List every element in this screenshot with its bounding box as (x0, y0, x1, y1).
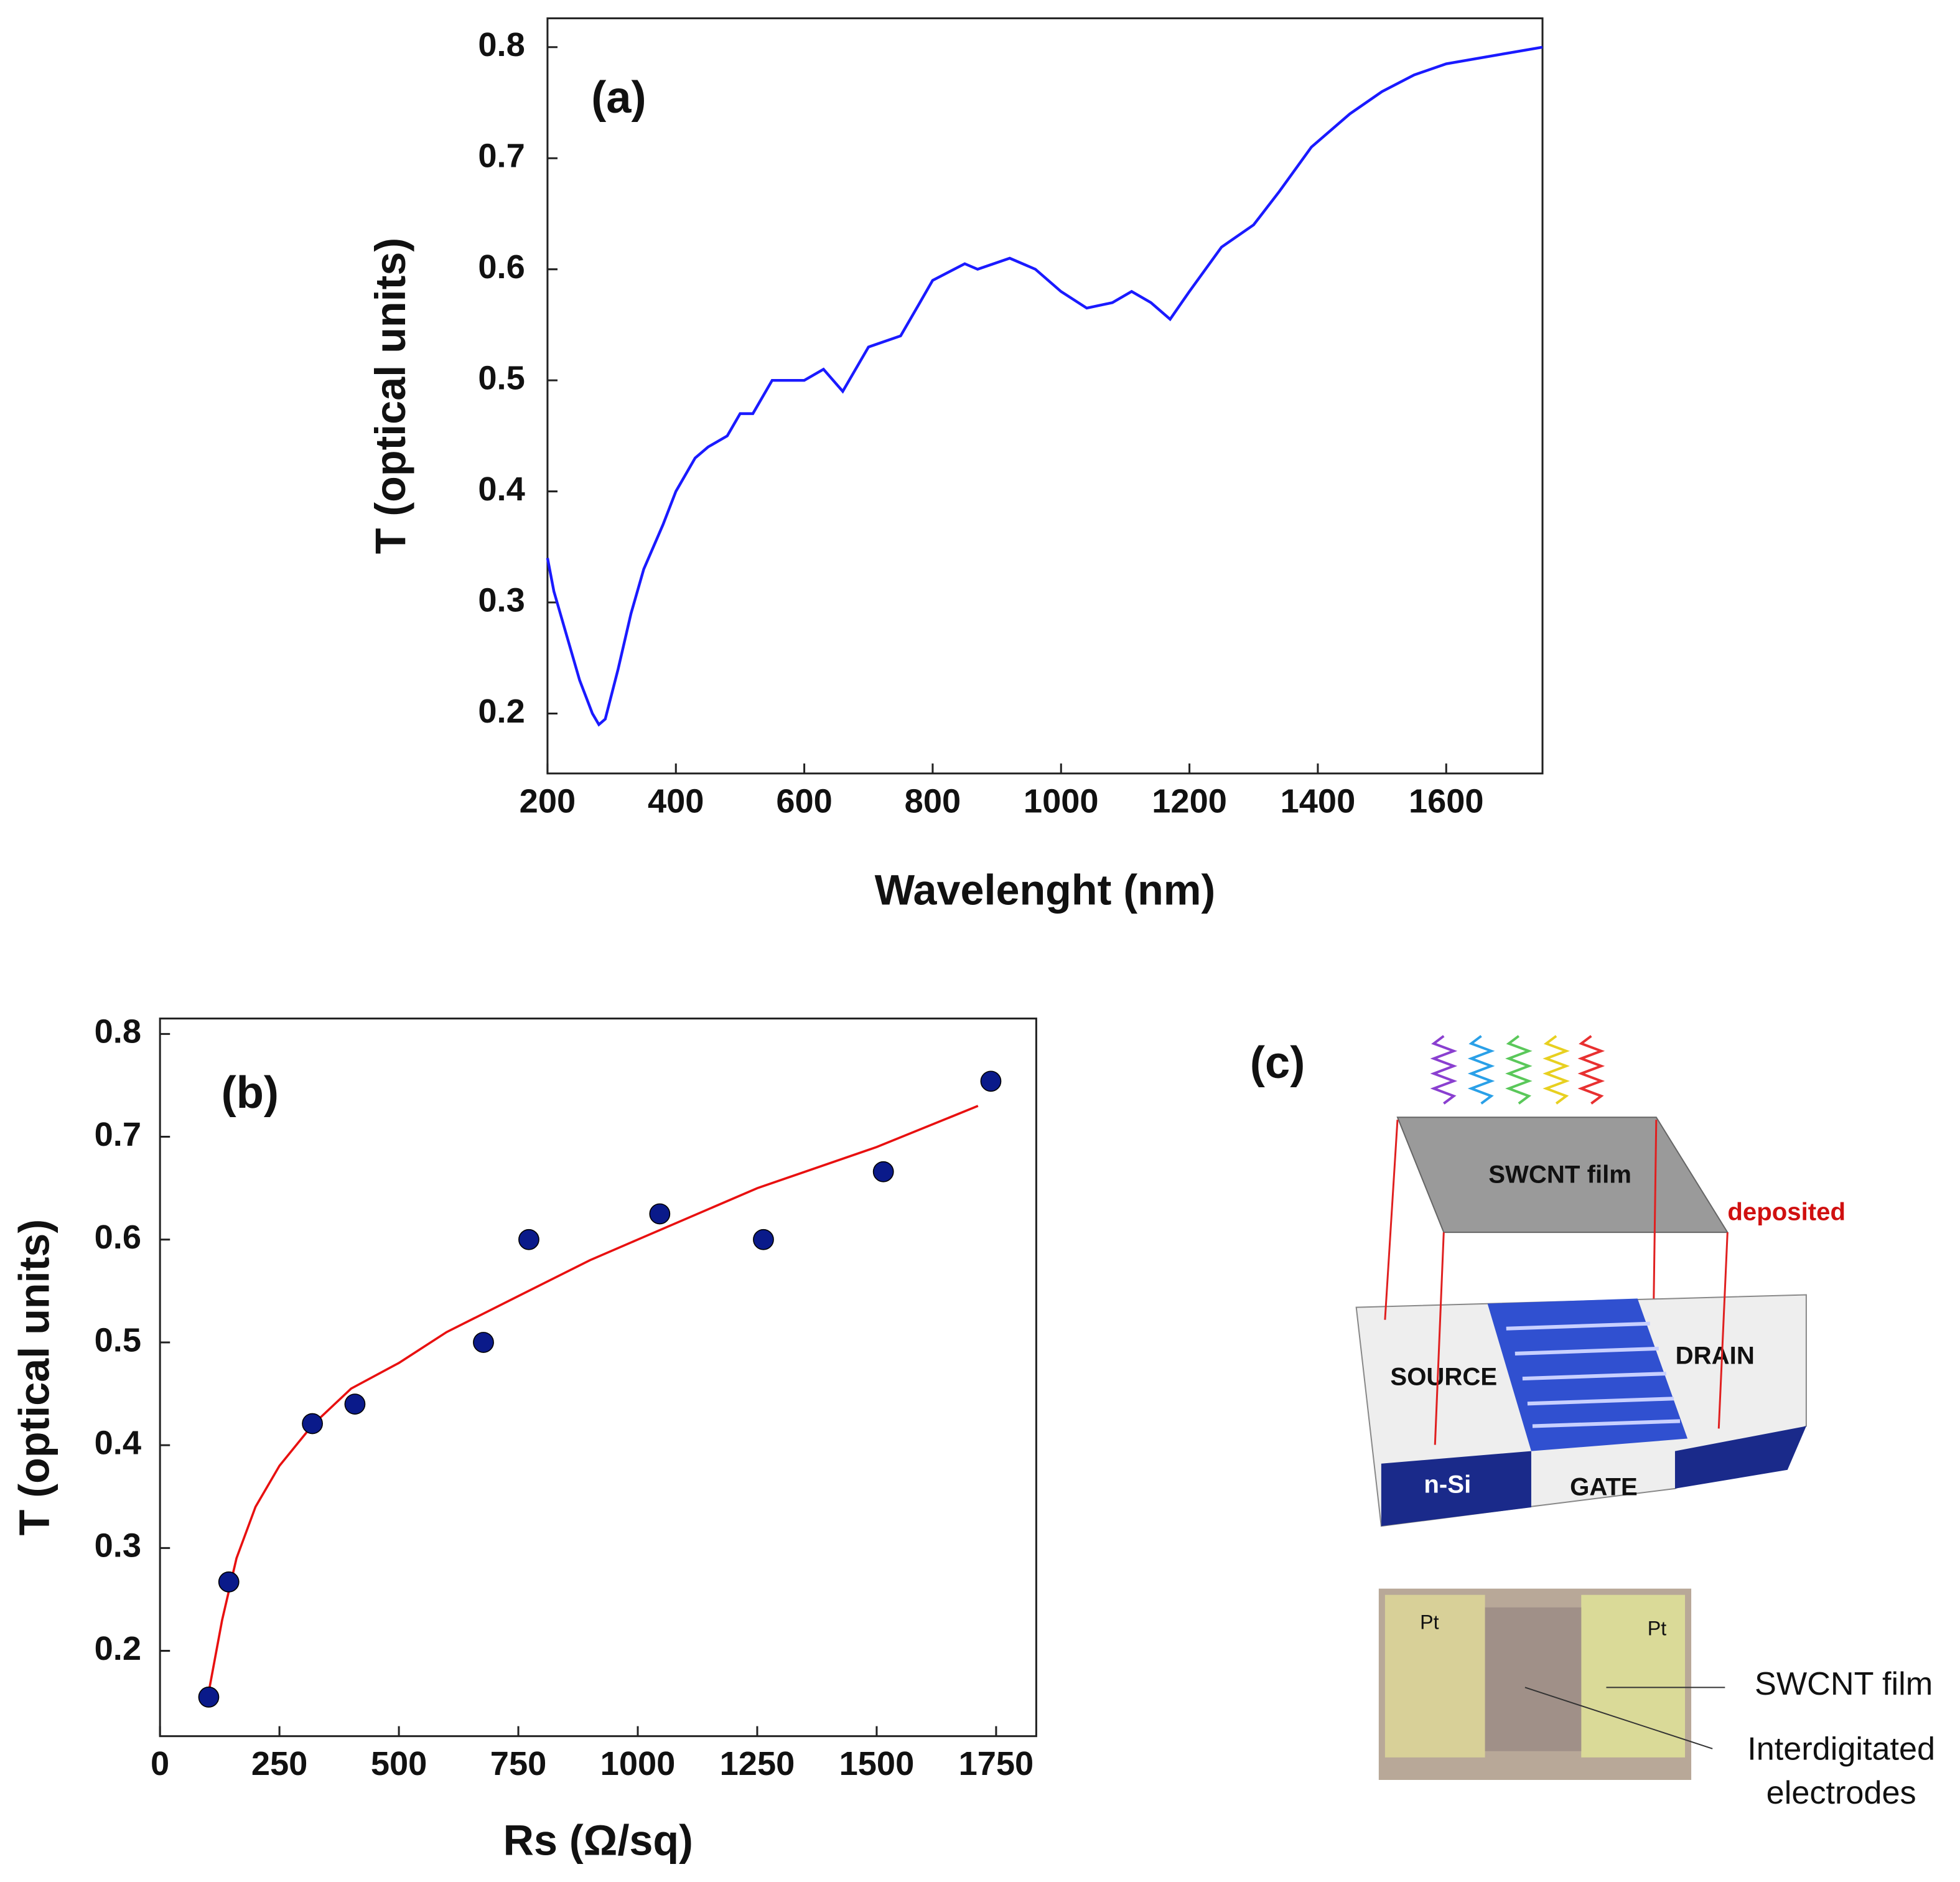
electrodes (1506, 1321, 1681, 1428)
y-tick-label: 0.5 (95, 1321, 141, 1359)
pt-pad (1384, 1594, 1485, 1758)
x-tick-label: 600 (776, 782, 833, 820)
deposited-label: deposited (1727, 1198, 1846, 1226)
pt-label: Pt (1420, 1611, 1439, 1633)
drain-label: DRAIN (1676, 1342, 1755, 1370)
electrodes-label: electrodes (1766, 1775, 1916, 1811)
x-tick-label: 1400 (1281, 782, 1356, 820)
x-tick-label: 1000 (600, 1745, 676, 1782)
x-tick-label: 1000 (1024, 782, 1099, 820)
y-tick-label: 0.3 (478, 581, 525, 619)
x-tick-label: 1750 (959, 1745, 1034, 1782)
x-axis-title: Rs (Ω/sq) (503, 1817, 693, 1864)
x-tick-label: 800 (905, 782, 961, 820)
x-tick-label: 1600 (1409, 782, 1484, 820)
pt-label: Pt (1648, 1617, 1666, 1639)
y-tick-label: 0.6 (95, 1219, 141, 1256)
pt-pad (1581, 1594, 1686, 1758)
x-axis-title: Wavelenght (nm) (875, 867, 1216, 914)
plot-frame (159, 1018, 1037, 1738)
data-point (518, 1229, 539, 1250)
diagram-c: (c) SWCNT film deposited SOURCE DRAIN n-… (1250, 1035, 1935, 1811)
x-tick-label: 1200 (1152, 782, 1227, 820)
y-tick-label: 0.4 (478, 470, 525, 508)
electrodes-label: Interdigitated (1747, 1731, 1935, 1767)
y-axis-title: T (optical units) (367, 238, 414, 554)
y-tick-label: 0.4 (95, 1424, 141, 1461)
y-tick-label: 0.8 (95, 1013, 141, 1051)
n-si (1381, 1451, 1531, 1527)
photo-film (1485, 1607, 1582, 1751)
arrows (1384, 1120, 1729, 1445)
light-waves (1430, 1035, 1605, 1105)
x-tick-label: 400 (648, 782, 704, 820)
x-tick-label: 0 (151, 1745, 169, 1782)
data-point (649, 1203, 671, 1225)
panel-label: (b) (222, 1068, 279, 1118)
film-label: SWCNT film (1488, 1160, 1631, 1188)
substrate-label: n-Si (1424, 1471, 1471, 1499)
y-tick-label: 0.8 (478, 26, 525, 63)
pointer (1524, 1687, 1713, 1749)
y-tick-label: 0.6 (478, 248, 525, 286)
photo-film-label: SWCNT film (1755, 1666, 1933, 1702)
x-tick-label: 1250 (720, 1745, 795, 1782)
plot-frame (546, 17, 1544, 775)
panel-label: (a) (591, 73, 646, 123)
x-tick-label: 200 (520, 782, 576, 820)
x-tick-label: 500 (371, 1745, 427, 1782)
x-tick-label: 750 (490, 1745, 547, 1782)
data-line (546, 45, 1543, 727)
y-axis-title: T (optical units) (11, 1219, 58, 1535)
data-point (198, 1687, 220, 1708)
data-point (980, 1070, 1002, 1092)
data-point (218, 1571, 240, 1593)
y-tick-label: 0.3 (95, 1527, 141, 1565)
y-tick-label: 0.7 (478, 138, 525, 175)
y-tick-label: 0.5 (478, 359, 525, 396)
fit-line (207, 1105, 979, 1692)
drain-base (1674, 1426, 1806, 1489)
data-point (344, 1393, 366, 1415)
data-point (473, 1332, 494, 1353)
y-tick-label: 0.2 (478, 693, 525, 730)
data-point (302, 1413, 323, 1435)
source-label: SOURCE (1390, 1363, 1497, 1391)
x-tick-label: 1500 (839, 1745, 915, 1782)
panel-label: (c) (1250, 1038, 1305, 1088)
data-point (753, 1229, 774, 1250)
y-tick-label: 0.2 (95, 1630, 141, 1667)
x-tick-label: 250 (251, 1745, 308, 1782)
gate-label: GATE (1570, 1473, 1638, 1501)
y-tick-label: 0.7 (95, 1116, 141, 1153)
data-point (872, 1161, 894, 1182)
